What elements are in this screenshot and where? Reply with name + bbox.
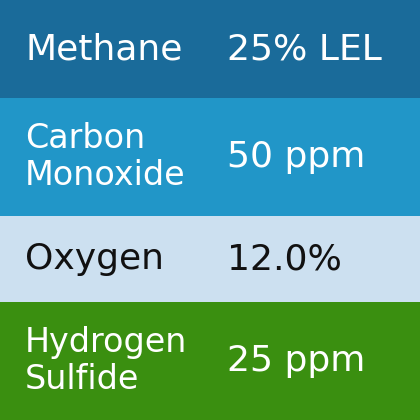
Text: 25% LEL: 25% LEL — [227, 32, 382, 66]
Bar — [0, 0, 420, 98]
Text: Carbon
Monoxide: Carbon Monoxide — [25, 122, 186, 192]
Text: 12.0%: 12.0% — [227, 242, 342, 276]
Text: 25 ppm: 25 ppm — [227, 344, 365, 378]
Bar — [0, 216, 420, 302]
Bar — [0, 98, 420, 216]
Text: Hydrogen
Sulfide: Hydrogen Sulfide — [25, 326, 188, 396]
Text: Methane: Methane — [25, 32, 183, 66]
Text: 50 ppm: 50 ppm — [227, 140, 365, 174]
Text: Oxygen: Oxygen — [25, 242, 164, 276]
Bar — [0, 302, 420, 420]
